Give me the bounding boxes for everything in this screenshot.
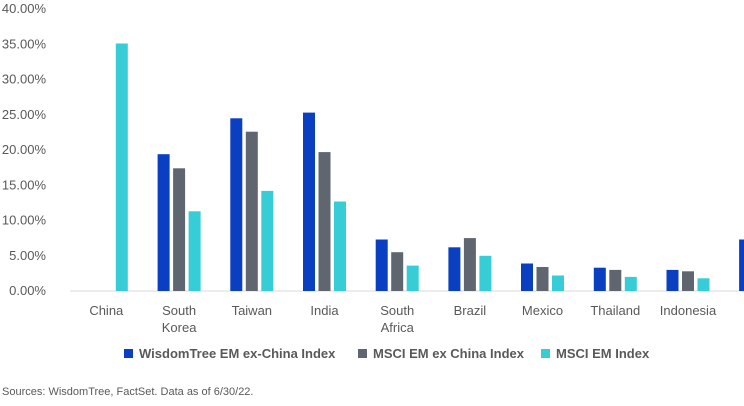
legend-swatch xyxy=(124,349,133,358)
bar xyxy=(624,276,637,291)
x-tick-label: China xyxy=(89,303,124,318)
legend-swatch xyxy=(541,349,550,358)
x-tick-label: India xyxy=(310,303,339,318)
x-tick-label: Thailand xyxy=(590,303,640,318)
y-tick-label: 0.00% xyxy=(9,283,46,298)
bar xyxy=(318,152,331,291)
legend: WisdomTree EM ex-China Index MSCI EM ex … xyxy=(0,346,744,368)
bar-chart: 0.00% 5.00% 10.00% 15.00% 20.00% 25.00% 30.00%… xyxy=(2,1,744,335)
legend-item-msci-em: MSCI EM Index xyxy=(541,346,649,361)
y-tick-label: 15.00% xyxy=(2,177,47,192)
y-tick-label: 35.00% xyxy=(2,36,47,51)
bar xyxy=(666,269,679,291)
legend-label: WisdomTree EM ex-China Index xyxy=(139,346,336,361)
bar xyxy=(391,252,404,291)
bar xyxy=(697,278,710,291)
bar xyxy=(245,131,258,291)
bar xyxy=(303,112,315,291)
bar xyxy=(463,238,476,291)
x-tick-label: Mexico xyxy=(522,303,563,318)
bar xyxy=(406,265,419,291)
bar xyxy=(479,255,492,292)
bar xyxy=(188,211,201,291)
bar xyxy=(552,275,564,291)
bar xyxy=(157,154,170,291)
x-tick-label: South xyxy=(380,303,414,318)
x-tick-label: Taiwan xyxy=(232,303,272,318)
legend-item-msci-ex-china: MSCI EM ex China Index xyxy=(358,346,524,361)
y-tick-label: 20.00% xyxy=(2,142,47,157)
x-tick-label: Brazil xyxy=(454,303,487,318)
legend-item-wisdomtree: WisdomTree EM ex-China Index xyxy=(124,346,335,361)
bar xyxy=(593,267,606,291)
y-tick-label: 30.00% xyxy=(2,72,47,87)
x-tick-label: Africa xyxy=(381,320,415,335)
bar xyxy=(609,269,622,291)
bar xyxy=(536,267,549,291)
bar xyxy=(115,43,128,291)
x-tick-label: Indonesia xyxy=(660,303,717,318)
bar xyxy=(334,201,346,291)
legend-label: MSCI EM Index xyxy=(556,346,650,361)
legend-label: MSCI EM ex China Index xyxy=(373,346,524,361)
bar xyxy=(682,271,694,291)
y-tick-label: 25.00% xyxy=(2,107,47,122)
x-axis: China South Korea Taiwan India South Africa Bra… xyxy=(89,303,717,335)
source-note: Sources: WisdomTree, FactSet. Data as of… xyxy=(2,386,254,398)
x-tick-label: South xyxy=(162,303,196,318)
bar xyxy=(230,118,243,291)
x-tick-label: Korea xyxy=(162,320,197,335)
bar xyxy=(173,168,186,291)
bar xyxy=(448,247,461,291)
bar xyxy=(739,239,744,291)
y-tick-label: 40.00% xyxy=(2,1,47,16)
y-tick-label: 10.00% xyxy=(2,213,47,228)
bar xyxy=(261,190,274,291)
y-axis: 0.00% 5.00% 10.00% 15.00% 20.00% 25.00% 30.00%… xyxy=(2,1,47,298)
y-tick-label: 5.00% xyxy=(9,248,46,263)
legend-swatch xyxy=(358,349,367,358)
bar xyxy=(521,263,533,291)
bar xyxy=(375,239,388,291)
bars xyxy=(115,43,744,292)
